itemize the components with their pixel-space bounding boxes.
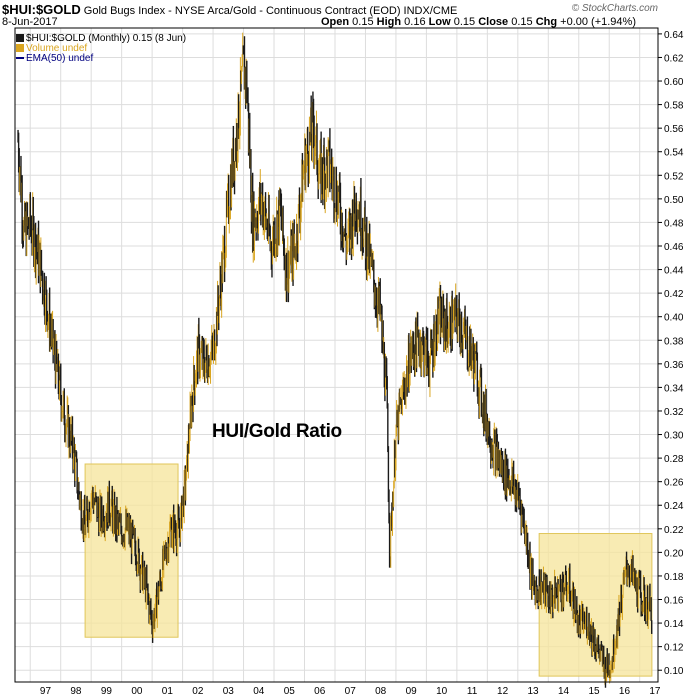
x-tick-label: 07: [345, 686, 357, 697]
credit-label: © StockCharts.com: [571, 3, 658, 14]
x-tick-label: 09: [406, 686, 418, 697]
y-tick-label: 0.20: [664, 548, 684, 559]
chart-annotation: HUI/Gold Ratio: [212, 421, 342, 442]
legend-main: $HUI:$GOLD (Monthly) 0.15 (8 Jun): [16, 33, 186, 44]
x-tick-label: 12: [497, 686, 509, 697]
y-tick-label: 0.50: [664, 195, 684, 206]
open-label: Open: [320, 16, 350, 28]
x-tick-label: 02: [192, 686, 204, 697]
chg-label: Chg: [535, 16, 558, 28]
legend-volume-text: Volume undef: [26, 43, 88, 54]
y-tick-label: 0.42: [664, 289, 684, 300]
y-tick-label: 0.24: [664, 501, 684, 512]
y-tick-label: 0.64: [664, 30, 684, 41]
close-value: 0.15: [511, 16, 533, 28]
x-tick-label: 10: [436, 686, 448, 697]
x-tick-label: 15: [588, 686, 600, 697]
y-tick-label: 0.56: [664, 124, 684, 135]
legend-volume: Volume undef: [16, 43, 87, 54]
x-tick-label: 03: [223, 686, 235, 697]
y-tick-label: 0.54: [664, 148, 684, 159]
y-tick-label: 0.36: [664, 360, 684, 371]
high-label: High: [376, 16, 402, 28]
high-value: 0.16: [404, 16, 426, 28]
y-tick-label: 0.34: [664, 383, 684, 394]
x-tick-label: 00: [131, 686, 143, 697]
chg-value: +0.00 (+1.94%): [560, 16, 636, 28]
x-tick-label: 05: [284, 686, 296, 697]
y-tick-label: 0.60: [664, 77, 684, 88]
x-tick-label: 01: [162, 686, 174, 697]
ohlc-readout: Open 0.15 High 0.16 Low 0.15 Close 0.15 …: [321, 16, 636, 28]
x-tick-label: 13: [527, 686, 539, 697]
y-tick-label: 0.58: [664, 101, 684, 112]
symbol-label: $HUI:$GOLD: [2, 2, 81, 17]
legend-volume-swatch: [16, 44, 24, 52]
y-tick-label: 0.46: [664, 242, 684, 253]
x-tick-label: 04: [253, 686, 265, 697]
open-value: 0.15: [352, 16, 374, 28]
x-tick-label: 14: [558, 686, 570, 697]
y-tick-label: 0.48: [664, 218, 684, 229]
x-tick-label: 98: [70, 686, 82, 697]
x-tick-label: 08: [375, 686, 387, 697]
legend-ema-swatch: [16, 57, 24, 59]
description-label: Gold Bugs Index - NYSE Arca/Gold - Conti…: [83, 5, 458, 17]
x-tick-label: 99: [101, 686, 113, 697]
x-tick-label: 11: [467, 686, 478, 697]
chart-title: $HUI:$GOLD Gold Bugs Index - NYSE Arca/G…: [2, 2, 457, 17]
y-tick-label: 0.62: [664, 53, 684, 64]
y-tick-label: 0.40: [664, 313, 684, 324]
plot-frame: [14, 27, 659, 683]
y-tick-label: 0.16: [664, 596, 684, 607]
x-tick-label: 97: [40, 686, 52, 697]
legend-ema-text: EMA(50) undef: [26, 53, 94, 64]
low-label: Low: [428, 16, 451, 28]
date-label: 8-Jun-2017: [2, 16, 58, 28]
y-tick-label: 0.14: [664, 619, 684, 630]
x-tick-label: 06: [314, 686, 326, 697]
y-tick-label: 0.32: [664, 407, 684, 418]
x-tick-label: 16: [619, 686, 631, 697]
y-tick-label: 0.30: [664, 431, 684, 442]
y-tick-label: 0.38: [664, 336, 684, 347]
legend-main-text: $HUI:$GOLD (Monthly) 0.15 (8 Jun): [26, 33, 187, 44]
y-tick-label: 0.12: [664, 643, 684, 654]
close-label: Close: [478, 16, 509, 28]
y-tick-label: 0.26: [664, 478, 684, 489]
y-tick-label: 0.52: [664, 171, 684, 182]
legend-main-swatch: [16, 34, 24, 42]
low-value: 0.15: [453, 16, 476, 28]
legend-ema: EMA(50) undef: [16, 53, 93, 64]
x-tick-label: 17: [649, 686, 661, 697]
y-tick-label: 0.22: [664, 525, 684, 536]
y-tick-label: 0.28: [664, 454, 684, 465]
y-tick-label: 0.44: [664, 266, 684, 277]
y-tick-label: 0.10: [664, 666, 684, 677]
y-tick-label: 0.18: [664, 572, 684, 583]
price-series: [17, 32, 653, 688]
